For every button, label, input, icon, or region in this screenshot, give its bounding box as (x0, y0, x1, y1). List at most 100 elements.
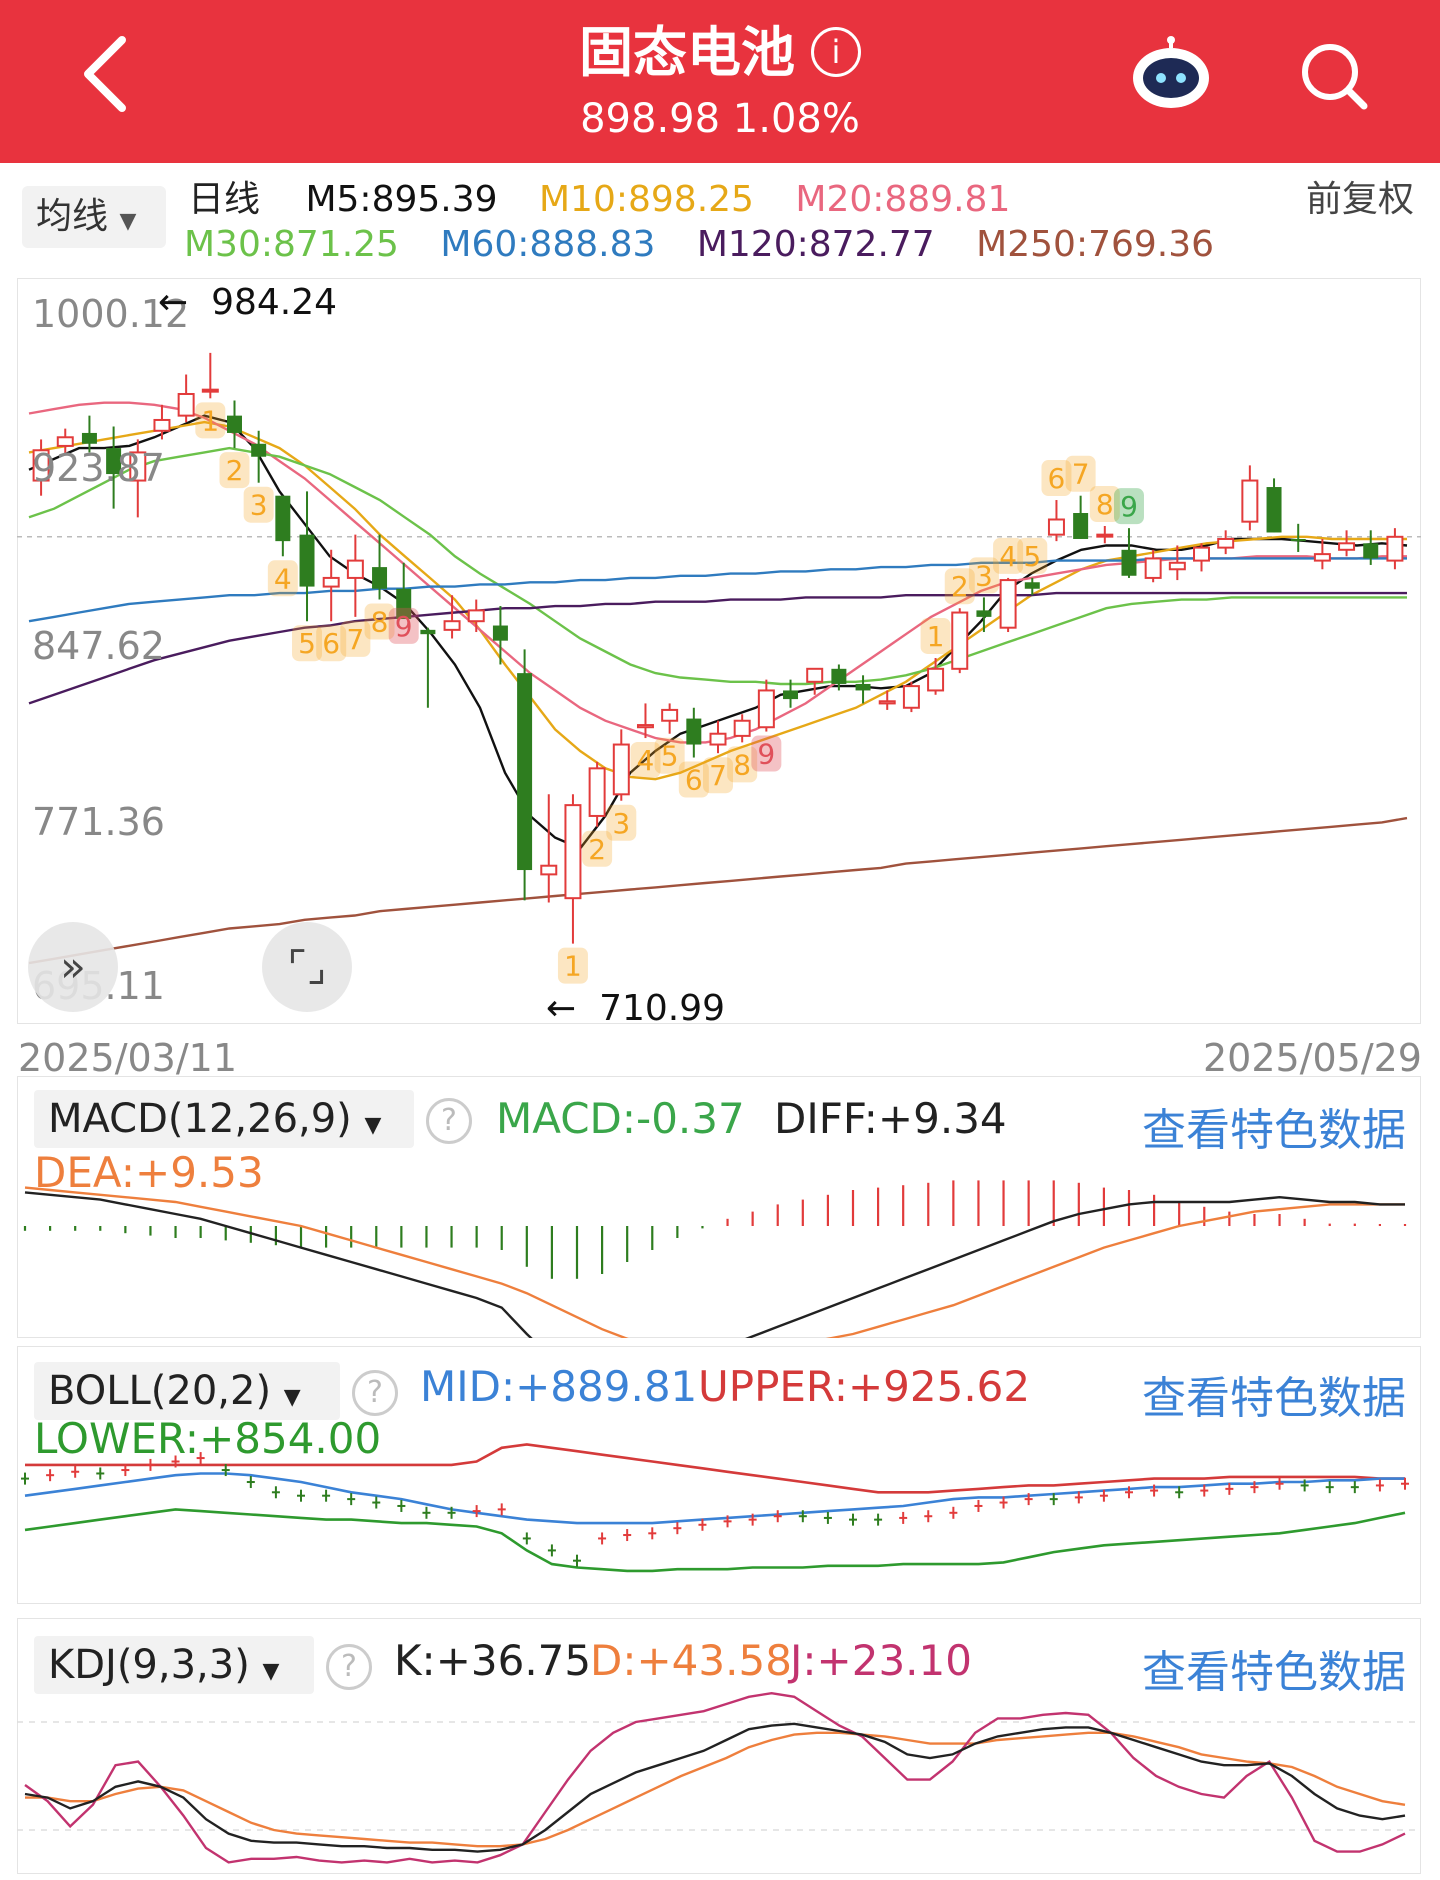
ma30-value: M30:871.25 (184, 224, 399, 265)
kdj-d-value: D:+43.58 (590, 1636, 792, 1685)
candle-body (346, 559, 364, 579)
setup-count-badge (727, 746, 758, 783)
setup-count-badge (582, 830, 613, 867)
candle-body (517, 673, 533, 871)
setup-count-badge (968, 557, 999, 594)
setup-count-label: 2 (588, 833, 606, 866)
ma-selector[interactable]: 均线 ▼ (22, 186, 166, 248)
setup-count-badge (292, 625, 323, 662)
question-icon[interactable]: ? (352, 1370, 398, 1416)
candle-body (1024, 582, 1040, 589)
caret-down-icon: ▼ (364, 1113, 382, 1138)
search-icon[interactable] (1298, 40, 1370, 112)
ma10-value: M10:898.25 (538, 179, 754, 220)
candle-body (1121, 549, 1137, 576)
candle-body (927, 667, 945, 692)
ma20-value: M20:889.81 (795, 179, 1011, 220)
candle-body (322, 576, 340, 588)
chevron-left-icon[interactable] (78, 34, 138, 126)
candle-body (999, 579, 1017, 629)
setup-count-label: 2 (226, 454, 244, 487)
diff-value: DIFF:+9.34 (774, 1094, 1007, 1143)
candle-body (733, 719, 751, 737)
kdj-feature-link[interactable]: 查看特色数据 (1142, 1647, 1406, 1698)
price-summary: 898.98 1.08% (0, 96, 1440, 142)
boll-chart (21, 1443, 1409, 1573)
current-price: 898.98 (580, 96, 721, 142)
setup-count-label: 4 (274, 562, 292, 595)
low-annotation: ← 710.99 (546, 988, 726, 1029)
high-value: 984.24 (211, 282, 338, 323)
page-title: 固态电池 i (0, 8, 1440, 87)
fullscreen-icon[interactable]: ⌜⌟ (262, 922, 352, 1012)
candle-body (492, 625, 508, 641)
macd-selector-label: MACD(12,26,9) (48, 1096, 352, 1142)
kdj-selector[interactable]: KDJ(9,3,3) ▼ (34, 1636, 314, 1694)
robot-icon[interactable] (1127, 36, 1215, 112)
change-percent: 1.08% (732, 96, 860, 142)
boll-feature-link[interactable]: 查看特色数据 (1142, 1373, 1406, 1424)
setup-count-label: 3 (250, 489, 268, 522)
candle-body (951, 611, 969, 670)
setup-count-label: 1 (927, 620, 945, 653)
candle-body (467, 609, 485, 623)
macd-chart (23, 1180, 1407, 1338)
setup-count-badge (557, 947, 588, 984)
candle-body (1313, 553, 1331, 562)
candle-body (129, 451, 147, 482)
candle-body (806, 667, 824, 683)
setup-count-label: 8 (1096, 488, 1114, 521)
candle-body (976, 610, 992, 617)
candle-body (1290, 538, 1306, 542)
candle-body (420, 629, 436, 635)
candle-body (1386, 535, 1404, 562)
setup-count-label: 7 (1072, 458, 1090, 491)
question-icon[interactable]: ? (426, 1098, 472, 1144)
macd-value: MACD:-0.37 (496, 1094, 745, 1143)
boll-upper-value: UPPER:+925.62 (698, 1362, 1031, 1411)
question-icon[interactable]: ? (326, 1644, 372, 1690)
ma-line-m60 (28, 557, 1407, 623)
setup-count-label: 4 (999, 540, 1017, 573)
candle-body (1144, 557, 1162, 579)
candle-body (1266, 487, 1282, 533)
macd-selector[interactable]: MACD(12,26,9) ▼ (34, 1090, 414, 1148)
info-icon[interactable]: i (811, 27, 861, 77)
setup-count-label: 6 (322, 627, 340, 660)
candle-body (106, 448, 122, 475)
boll-lower-value: LOWER:+854.00 (34, 1414, 382, 1463)
macd-feature-link[interactable]: 查看特色数据 (1142, 1105, 1406, 1156)
candle-body (32, 449, 50, 482)
candle-body (396, 588, 412, 620)
y-tick-label: 847.62 (32, 624, 165, 668)
double-chevron-right-icon[interactable]: » (28, 922, 118, 1012)
candle-body (153, 418, 171, 432)
setup-count-badge (944, 568, 975, 605)
kdj-d-line (25, 1731, 1406, 1848)
candle-body (709, 732, 727, 746)
candle-body (1338, 542, 1356, 551)
candle-body (588, 767, 606, 817)
candle-body (1363, 543, 1379, 559)
setup-count-label: 9 (757, 738, 775, 771)
boll-selector-label: BOLL(20,2) (48, 1368, 272, 1414)
setup-count-badge (630, 742, 661, 779)
x-axis-end-date: 2025/05/29 (1202, 1036, 1422, 1080)
period-label[interactable]: 日线 (188, 179, 261, 220)
ma-legend-row-2: M30:871.25 M60:888.83 M120:872.77 M250:7… (184, 224, 1214, 265)
boll-selector[interactable]: BOLL(20,2) ▼ (34, 1362, 340, 1420)
setup-count-label: 1 (564, 950, 582, 983)
candle-body (661, 708, 679, 722)
ma250-value: M250:769.36 (976, 224, 1215, 265)
setup-count-badge (364, 603, 395, 640)
setup-count-label: 8 (371, 606, 389, 639)
price-adjust-toggle[interactable]: 前复权 (1305, 179, 1414, 220)
candle-body (275, 495, 291, 542)
ma-line-m120 (28, 591, 1407, 705)
setup-count-badge (1089, 485, 1120, 522)
setup-count-label: 6 (685, 764, 703, 797)
setup-count-label: 7 (346, 623, 364, 656)
setup-count-label: 5 (661, 740, 679, 773)
candle-body (757, 689, 775, 729)
